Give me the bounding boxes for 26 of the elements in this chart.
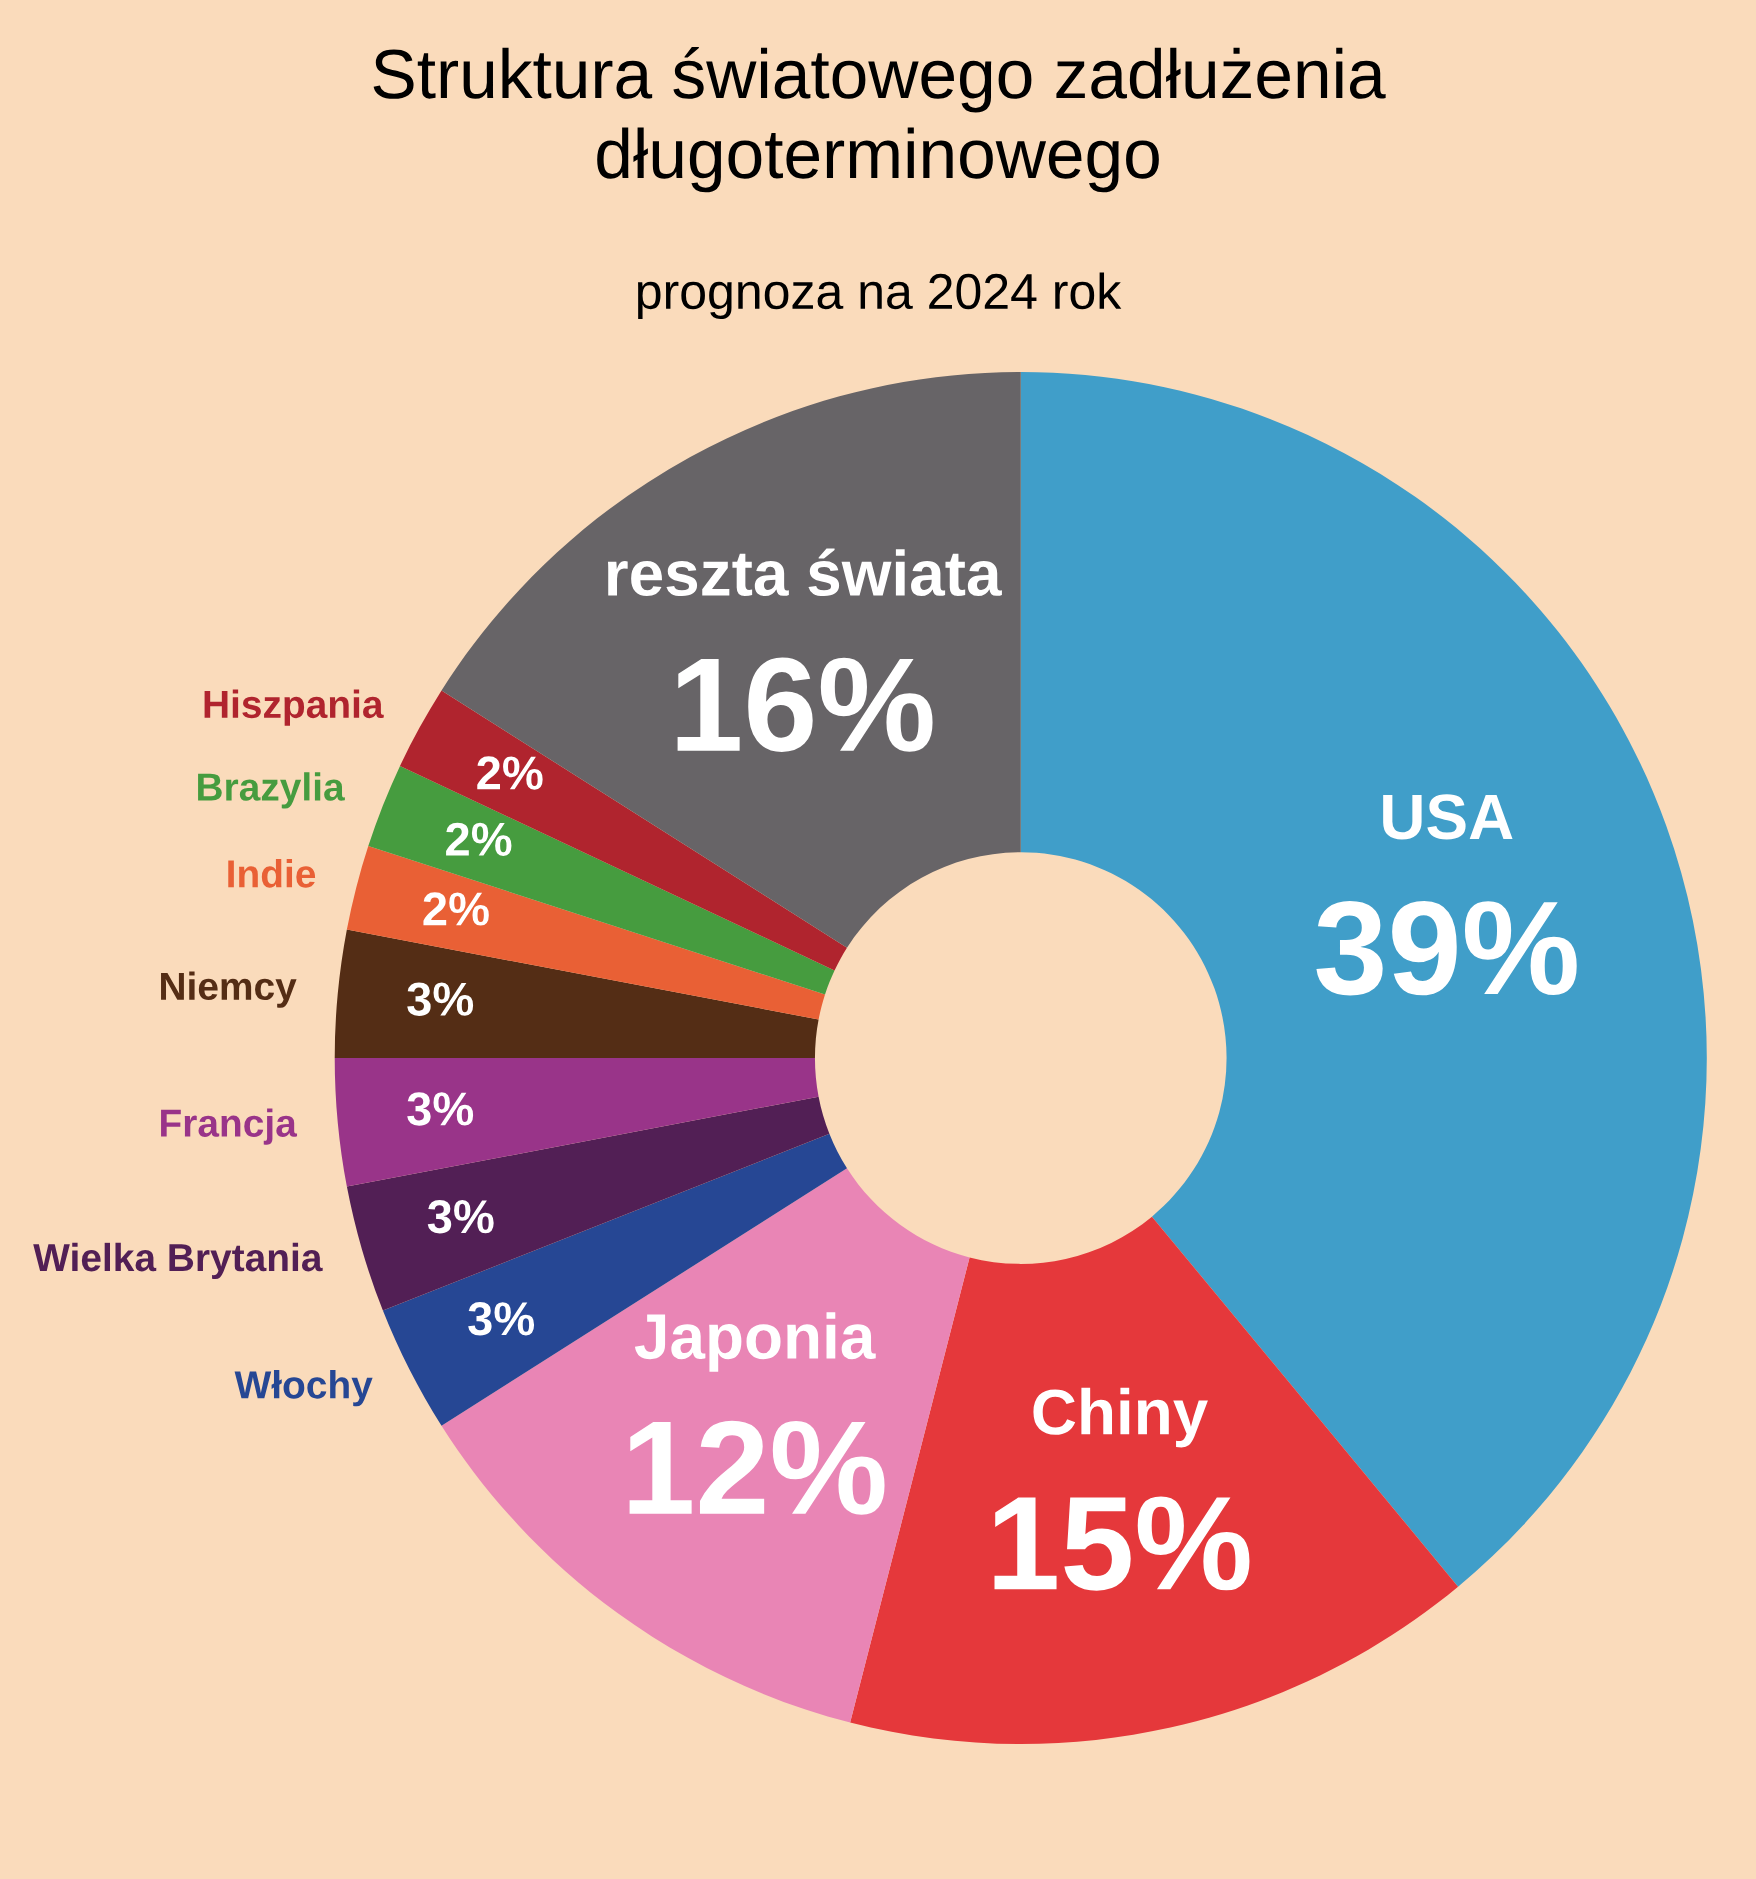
chart-subtitle: prognoza na 2024 rok [638, 272, 1122, 320]
data-label: 3% [427, 1199, 494, 1234]
data-label: 3% [407, 1092, 474, 1126]
data-label: 39% [1316, 900, 1577, 996]
donut-slice [334, 1058, 819, 1187]
data-label: 12% [629, 1420, 885, 1515]
slice-label: Hiszpania [204, 689, 384, 726]
slice-label: USA [1383, 794, 1513, 840]
slice-label: reszta świata [607, 548, 1002, 597]
data-label: 3% [407, 982, 474, 1016]
data-label: 2% [477, 756, 543, 790]
slice-label: Włochy [234, 1370, 373, 1407]
slice-label: Francja [161, 1108, 298, 1145]
slice-label: Indie [228, 859, 316, 888]
data-label: 16% [677, 657, 933, 752]
donut-slice [334, 929, 819, 1059]
data-label: 3% [468, 1302, 535, 1336]
slice-label: Niemcy [161, 971, 297, 1008]
slice-label: Brazylia [198, 772, 345, 809]
slice-label: Chiny [1033, 1387, 1208, 1448]
data-label: 2% [446, 822, 512, 856]
slice-label: Wielka Brytania [33, 1242, 323, 1280]
data-label: 15% [994, 1496, 1250, 1591]
slice-label: Japonia [634, 1312, 876, 1372]
data-label: 2% [423, 892, 489, 926]
chart-title: Struktura światowego zadłużenia długoterminowego [373, 46, 1386, 193]
